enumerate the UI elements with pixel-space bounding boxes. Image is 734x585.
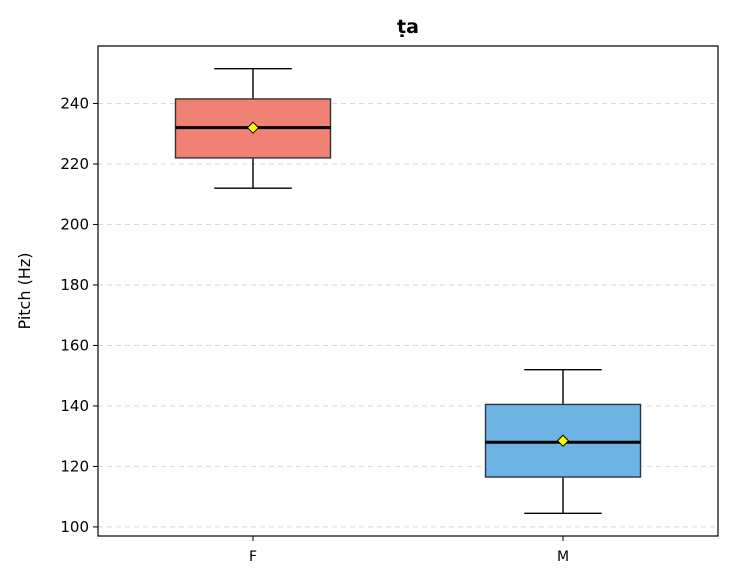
boxes bbox=[174, 67, 642, 515]
y-tick-label: 240 bbox=[60, 94, 89, 112]
mean-marker bbox=[556, 434, 570, 447]
x-tick-label: M bbox=[557, 549, 569, 565]
mean-marker bbox=[246, 121, 260, 134]
y-tick-label: 160 bbox=[60, 336, 89, 354]
y-tick-label: 140 bbox=[60, 397, 89, 415]
y-tick-label: 200 bbox=[60, 215, 89, 233]
y-tick-label: 180 bbox=[60, 276, 89, 294]
y-axis-label: Pitch (Hz) bbox=[15, 253, 34, 330]
chart-title: ṭa bbox=[397, 16, 419, 38]
grid-lines bbox=[98, 102, 718, 528]
y-tick-label: 100 bbox=[60, 518, 89, 536]
y-tick-label: 220 bbox=[60, 155, 89, 173]
box-group-M bbox=[484, 368, 642, 515]
y-tick-label: 120 bbox=[60, 457, 89, 475]
y-axis-ticks: 100 120 140 160 180 200 220 240 bbox=[60, 94, 98, 536]
x-tick-label: F bbox=[249, 549, 257, 565]
box-group-F bbox=[174, 67, 332, 189]
plot-frame bbox=[97, 45, 719, 537]
